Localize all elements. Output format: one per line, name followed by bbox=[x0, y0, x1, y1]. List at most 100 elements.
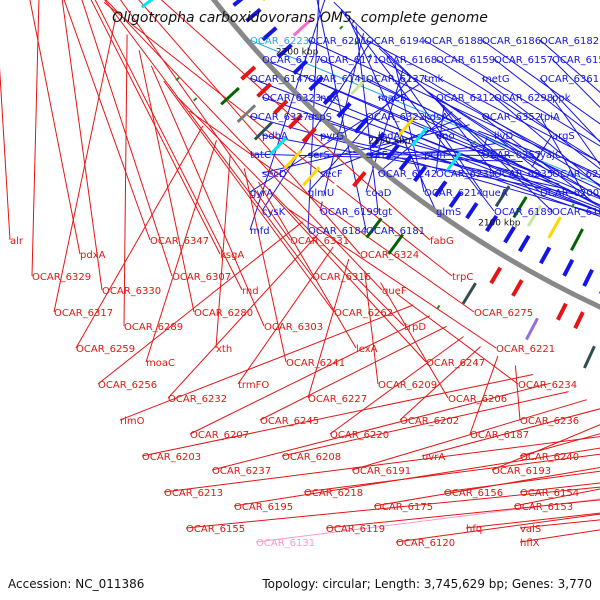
leader-line bbox=[519, 482, 600, 493]
leader-line bbox=[481, 77, 600, 170]
forward-gene-arrow bbox=[276, 43, 293, 59]
gene-label: tgt bbox=[378, 207, 392, 218]
reverse-gene-block bbox=[477, 291, 493, 314]
forward-gene-block bbox=[494, 185, 511, 208]
gene-label: OCAR_6280 bbox=[194, 308, 253, 319]
accession-text: Accession: NC_011386 bbox=[8, 577, 144, 591]
gene-label: tpiA bbox=[540, 112, 560, 123]
gene-label: OCAR_6156 bbox=[444, 488, 503, 499]
gene-feature-tracks bbox=[140, 0, 600, 369]
leader-line bbox=[435, 96, 600, 199]
leader-line bbox=[281, 391, 569, 457]
gene-label: trpC bbox=[452, 272, 473, 283]
gene-label: OCAR_6213 bbox=[164, 488, 223, 499]
gene-label: cysK bbox=[262, 207, 286, 218]
gene-label: OCAR_6175 bbox=[374, 502, 433, 513]
forward-gene-arrow bbox=[433, 180, 448, 198]
leader-line bbox=[258, 181, 357, 349]
leader-line bbox=[319, 117, 462, 174]
forward-gene-block bbox=[292, 18, 313, 37]
leader-line bbox=[261, 134, 579, 196]
gene-label: rimO bbox=[120, 416, 145, 427]
gene-label: argS bbox=[552, 131, 575, 142]
gene-label: eno bbox=[436, 131, 455, 142]
gene-label: trpD bbox=[404, 322, 426, 333]
leader-line bbox=[340, 9, 495, 212]
gene-label: OCAR_6234 bbox=[518, 380, 577, 391]
forward-gene-arrow bbox=[517, 234, 531, 253]
gene-label: queF bbox=[382, 286, 407, 297]
gene-label: aspS bbox=[308, 112, 332, 123]
leader-line bbox=[423, 39, 600, 147]
leader-line bbox=[94, 0, 243, 291]
leader-line bbox=[395, 513, 600, 543]
forward-gene-arrow bbox=[308, 75, 324, 92]
leader-line bbox=[355, 25, 379, 212]
leader-line bbox=[319, 33, 365, 212]
leader-line bbox=[119, 304, 414, 421]
gene-label: OCAR_6239 bbox=[436, 169, 495, 180]
forward-gene-arrow bbox=[413, 165, 428, 183]
leader-line bbox=[493, 96, 600, 188]
reverse-gene-arrow bbox=[272, 99, 289, 115]
gene-label: OCAR_6182 bbox=[540, 36, 599, 47]
forward-gene-arrow bbox=[292, 59, 309, 75]
leader-line bbox=[539, 115, 588, 201]
gene-label: metG bbox=[482, 74, 510, 85]
gene-label: OCAR_6188 bbox=[424, 36, 483, 47]
leader-line bbox=[0, 66, 11, 241]
gene-label: OCAR_6298 bbox=[494, 93, 553, 104]
gene-label: OCAR_6191 bbox=[352, 466, 411, 477]
gene-label: OCAR_6137 bbox=[366, 74, 425, 85]
leader-line bbox=[551, 58, 600, 109]
gc-tick-inner bbox=[354, 40, 359, 46]
gene-label: xth bbox=[216, 344, 232, 355]
gene-label: OCAR_6181 bbox=[366, 226, 425, 237]
reverse-gene-arrow bbox=[573, 311, 585, 330]
gc-tick-inner bbox=[339, 25, 344, 30]
gene-label: OCAR_6275 bbox=[474, 308, 533, 319]
gene-label: OCAR_6323 bbox=[262, 93, 321, 104]
gene-label: queA bbox=[482, 188, 508, 199]
leader-line bbox=[551, 96, 600, 166]
gene-label: OCAR_6221 bbox=[496, 344, 555, 355]
gene-label: OCAR_6247 bbox=[426, 358, 485, 369]
gene-label: OCAR_6214 bbox=[424, 188, 483, 199]
gene-label: OCAR_6168 bbox=[378, 55, 437, 66]
leader-line bbox=[519, 519, 600, 529]
reverse-gene-arrow bbox=[556, 302, 568, 321]
gene-label: valS bbox=[520, 524, 541, 535]
gene-label: ndk bbox=[320, 93, 339, 104]
leader-line bbox=[443, 470, 600, 493]
leader-line bbox=[31, 0, 40, 277]
leader-line bbox=[261, 58, 600, 200]
leader-line bbox=[303, 453, 600, 493]
forward-gene-block bbox=[350, 75, 370, 95]
leader-line bbox=[138, 0, 361, 255]
gene-label: pyrG bbox=[320, 131, 344, 142]
gene-label: OCAR_6222 bbox=[552, 169, 600, 180]
forward-gene-arrow bbox=[485, 214, 499, 233]
leader-line bbox=[481, 39, 600, 125]
forward-gene-arrow bbox=[539, 246, 552, 265]
gene-label: ilvD bbox=[494, 131, 513, 142]
gene-labels: OCAR_6223OCAR_6201OCAR_6194OCAR_6188OCAR… bbox=[10, 36, 600, 549]
gene-label: OCAR_6193 bbox=[492, 466, 551, 477]
leader-line bbox=[185, 486, 600, 529]
leader-line bbox=[316, 0, 367, 231]
kbp-label: 2150 kbp bbox=[368, 136, 411, 146]
gene-label: OCAR_6194 bbox=[366, 36, 425, 47]
gene-label: OCAR_6218 bbox=[304, 488, 363, 499]
gene-label: hfq bbox=[466, 524, 482, 535]
forward-gene-arrow bbox=[503, 225, 516, 244]
leader-line bbox=[249, 39, 600, 186]
leader-line bbox=[329, 336, 464, 435]
genome-backbone-arc bbox=[210, 0, 600, 310]
gene-label: trmFO bbox=[238, 380, 269, 391]
leader-line bbox=[539, 39, 600, 93]
leader-line bbox=[325, 499, 600, 529]
gene-label: OCAR_6241 bbox=[286, 358, 345, 369]
forward-gene-arrow bbox=[245, 7, 262, 23]
gene-label: OCAR_6171 bbox=[320, 55, 379, 66]
gene-label: tatC bbox=[250, 150, 271, 161]
